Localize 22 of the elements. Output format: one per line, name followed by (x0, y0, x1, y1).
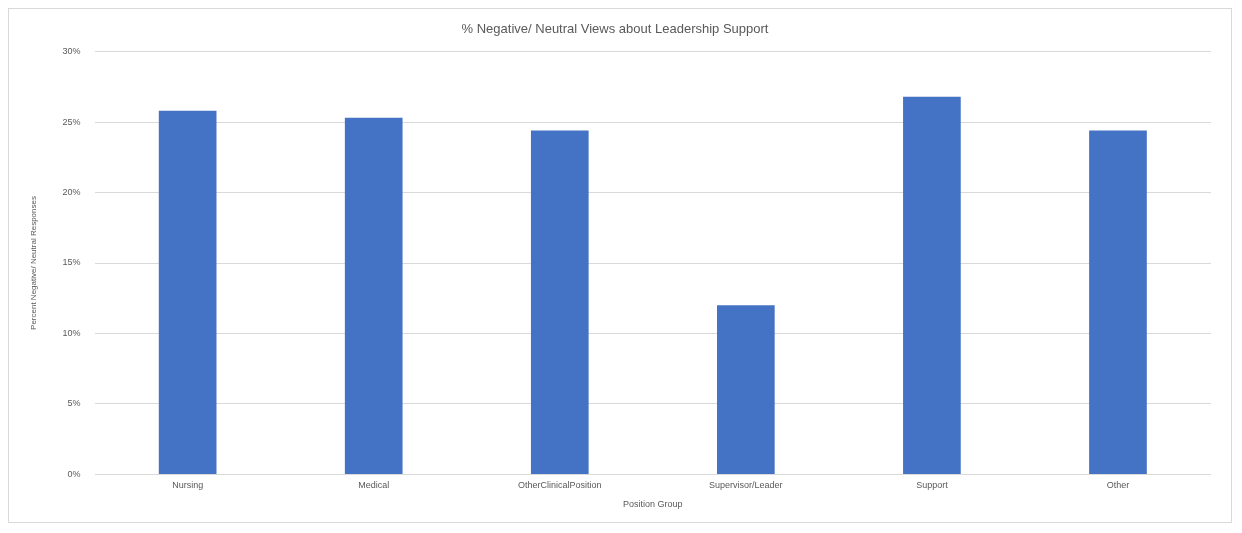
bar (530, 130, 589, 474)
y-axis-title: Percent Negative/ Neutral Responses (29, 196, 38, 330)
y-tick-label: 10% (62, 327, 81, 338)
x-tick-label: Nursing (172, 480, 204, 491)
y-tick-label: 0% (67, 468, 81, 479)
bar (344, 117, 403, 474)
bar (717, 305, 775, 474)
bar (158, 110, 217, 474)
x-axis-title: Position Group (623, 499, 683, 510)
bar (1089, 130, 1147, 474)
x-tick-label: Other (1106, 480, 1130, 491)
y-tick-label: 15% (62, 257, 81, 268)
y-tick-label: 25% (62, 116, 81, 127)
chart-title: % Negative/ Neutral Views about Leadership Support (461, 21, 769, 37)
x-tick-label: Support (916, 480, 949, 491)
x-tick-label: OtherClinicalPosition (518, 480, 602, 491)
y-tick-label: 5% (67, 398, 81, 409)
bar (903, 96, 961, 474)
x-tick-label: Supervisor/Leader (709, 480, 783, 491)
y-tick-label: 30% (62, 46, 81, 57)
x-tick-label: Medical (358, 480, 390, 491)
y-tick-label: 20% (62, 187, 81, 198)
